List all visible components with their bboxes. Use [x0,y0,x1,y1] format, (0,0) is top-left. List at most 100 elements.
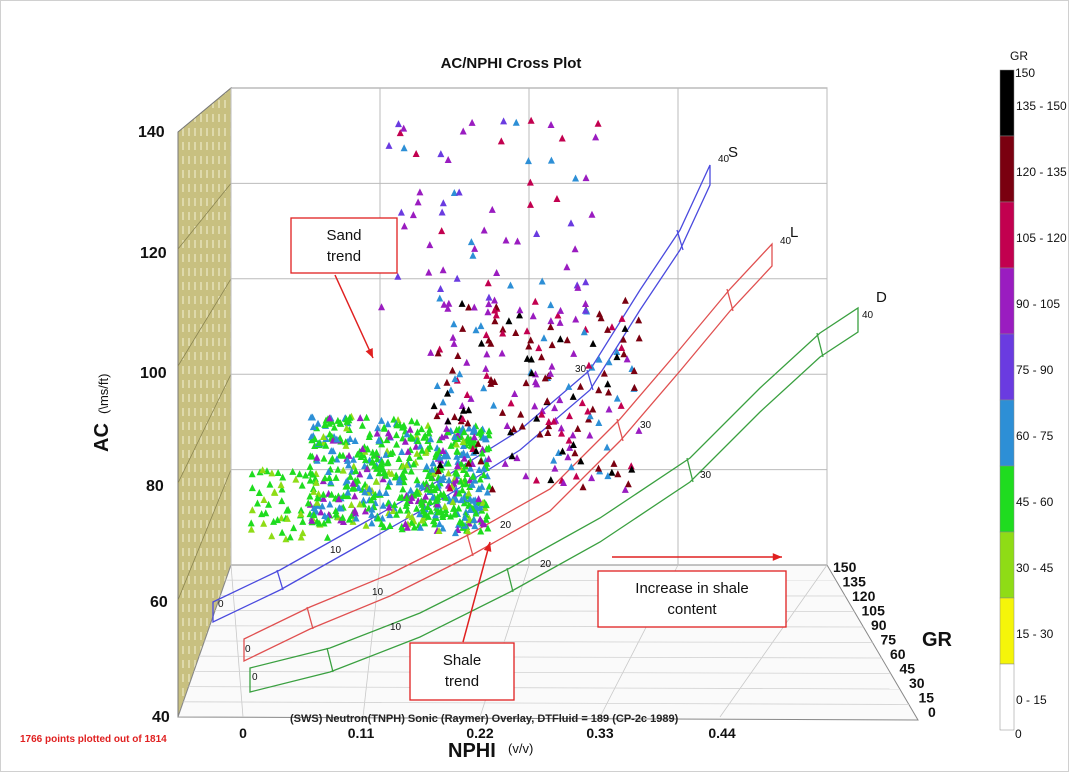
data-point [379,475,387,483]
data-point [487,379,495,387]
data-point [459,441,467,449]
data-point [351,436,359,444]
gr-gridline [199,655,882,659]
data-point [319,432,327,440]
data-point [468,118,476,126]
sand-trend-box [290,217,398,274]
data-point [292,475,300,483]
data-point [430,402,438,410]
data-point [327,447,335,455]
data-point [483,459,491,467]
data-point [284,505,292,513]
data-point [518,422,526,430]
data-point [354,476,362,484]
data-point [630,383,638,391]
data-point [527,116,535,124]
data-point [565,382,573,390]
data-point [408,513,416,521]
data-point [490,401,498,409]
data-point [533,230,541,238]
data-point [260,495,268,503]
data-point [526,200,534,208]
data-point [374,514,382,522]
data-point [517,410,525,418]
data-point [507,281,515,289]
data-point [432,483,440,491]
data-point [439,398,447,406]
data-point [458,299,466,307]
data-point [437,150,445,158]
data-point [460,406,468,414]
data-point [538,407,546,415]
data-point [569,441,577,449]
z-tick-label: 90 [871,617,887,633]
data-point [467,394,475,402]
data-point [363,465,371,473]
data-point [588,363,596,371]
data-point [608,323,616,331]
data-point [407,434,415,442]
data-point [550,456,558,464]
z-tick-label: 105 [862,603,886,619]
data-point [428,465,436,473]
data-point [472,509,480,517]
data-point [595,355,603,363]
data-point [475,495,483,503]
grid [177,86,919,721]
data-point [442,510,450,518]
y-tick-label: 120 [140,245,167,262]
data-point [613,394,621,402]
data-point [450,189,458,197]
data-point [564,453,572,461]
data-point [378,519,386,527]
z-tick-label: 45 [900,661,916,677]
data-point [369,448,377,456]
data-point [376,488,384,496]
data-point [613,353,621,361]
data-point [414,198,422,206]
data-point [384,499,392,507]
data-point [525,342,533,350]
data-point [424,512,432,520]
sand-trend-label: Sand trend [326,227,361,265]
data-point [479,519,487,527]
data-point [548,341,556,349]
data-point [464,527,472,535]
gr-gridline [204,640,873,643]
data-point [461,475,469,483]
data-point [428,474,436,482]
data-point [628,465,636,473]
trend-tick [616,418,624,442]
data-point [458,486,466,494]
data-point [465,489,473,497]
data-point [304,499,312,507]
trend-tick-label: 20 [540,559,552,570]
data-point [392,510,400,518]
data-point [342,441,350,449]
data-point [505,317,513,325]
data-point [461,513,469,521]
data-point [248,506,256,514]
y-tick-label: 100 [140,365,167,382]
data-point [356,500,364,508]
data-point [477,339,485,347]
data-point [451,413,459,421]
y-tick-label: 60 [150,594,168,611]
data-point [577,457,585,465]
data-point [635,316,643,324]
data-point [477,457,485,465]
data-point [465,459,473,467]
data-point [432,496,440,504]
data-point [414,480,422,488]
data-point [502,236,510,244]
data-point [373,429,381,437]
data-point [465,424,473,432]
data-point [396,493,404,501]
data-point [426,241,434,249]
data-point [395,475,403,483]
data-point [433,381,441,389]
data-point [533,380,541,388]
z-tick-label: 135 [843,574,867,590]
data-point [586,412,594,420]
data-point [368,505,376,513]
